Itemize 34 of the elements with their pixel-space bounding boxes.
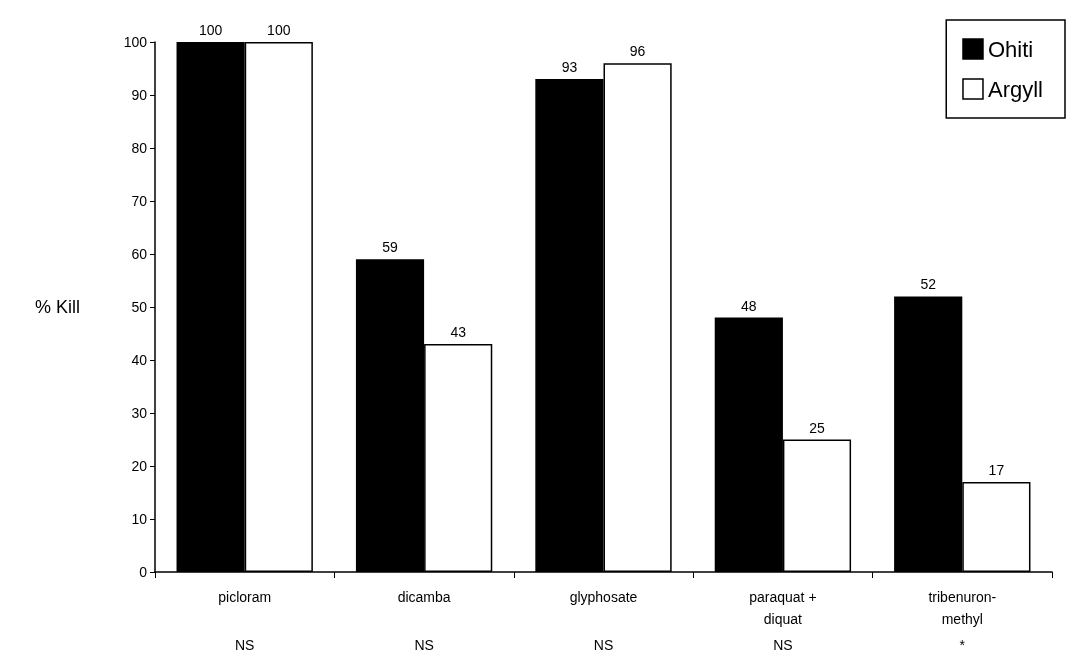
text: NS — [773, 637, 793, 653]
y-tick-label: 80 — [131, 140, 148, 156]
text: NS — [593, 637, 614, 653]
y-tick-label: 90 — [131, 87, 148, 103]
x-tick-label: tribenuron- methyl — [928, 589, 997, 627]
data-label: 43 — [450, 324, 467, 341]
text: NS — [234, 637, 255, 653]
x-tick-label: paraquat + diquat — [749, 589, 817, 627]
data-label: 25 — [809, 419, 825, 436]
legend-label: Argyll — [987, 76, 1043, 102]
y-tick-label: 50 — [131, 299, 148, 315]
data-label: 100 — [198, 22, 223, 38]
y-tick-label: 20 — [131, 458, 148, 474]
data-label: 59 — [382, 239, 399, 256]
y-tick-label: 30 — [131, 405, 148, 421]
y-tick-label: 10 — [131, 511, 148, 527]
data-label: 48 — [741, 297, 757, 314]
y-tick-label: 60 — [131, 246, 148, 262]
data-label: 100 — [267, 22, 291, 38]
y-axis-title: % Kill — [34, 297, 80, 317]
y-tick-label: 100 — [123, 34, 148, 50]
text: * — [959, 637, 966, 653]
x-tick-label: dicamba — [397, 589, 451, 605]
data-label: 96 — [629, 43, 646, 60]
y-tick-label: 70 — [131, 193, 148, 209]
text: NS — [414, 637, 434, 653]
y-tick-label: 0 — [139, 564, 148, 580]
legend-label: Ohiti — [987, 36, 1034, 62]
data-label: 52 — [920, 276, 937, 293]
y-tick-label: 40 — [131, 352, 148, 368]
data-label: 17 — [988, 461, 1005, 478]
x-tick-label: picloram — [218, 589, 272, 605]
data-label: 93 — [561, 59, 578, 76]
x-tick-label: glyphosate — [569, 589, 638, 605]
